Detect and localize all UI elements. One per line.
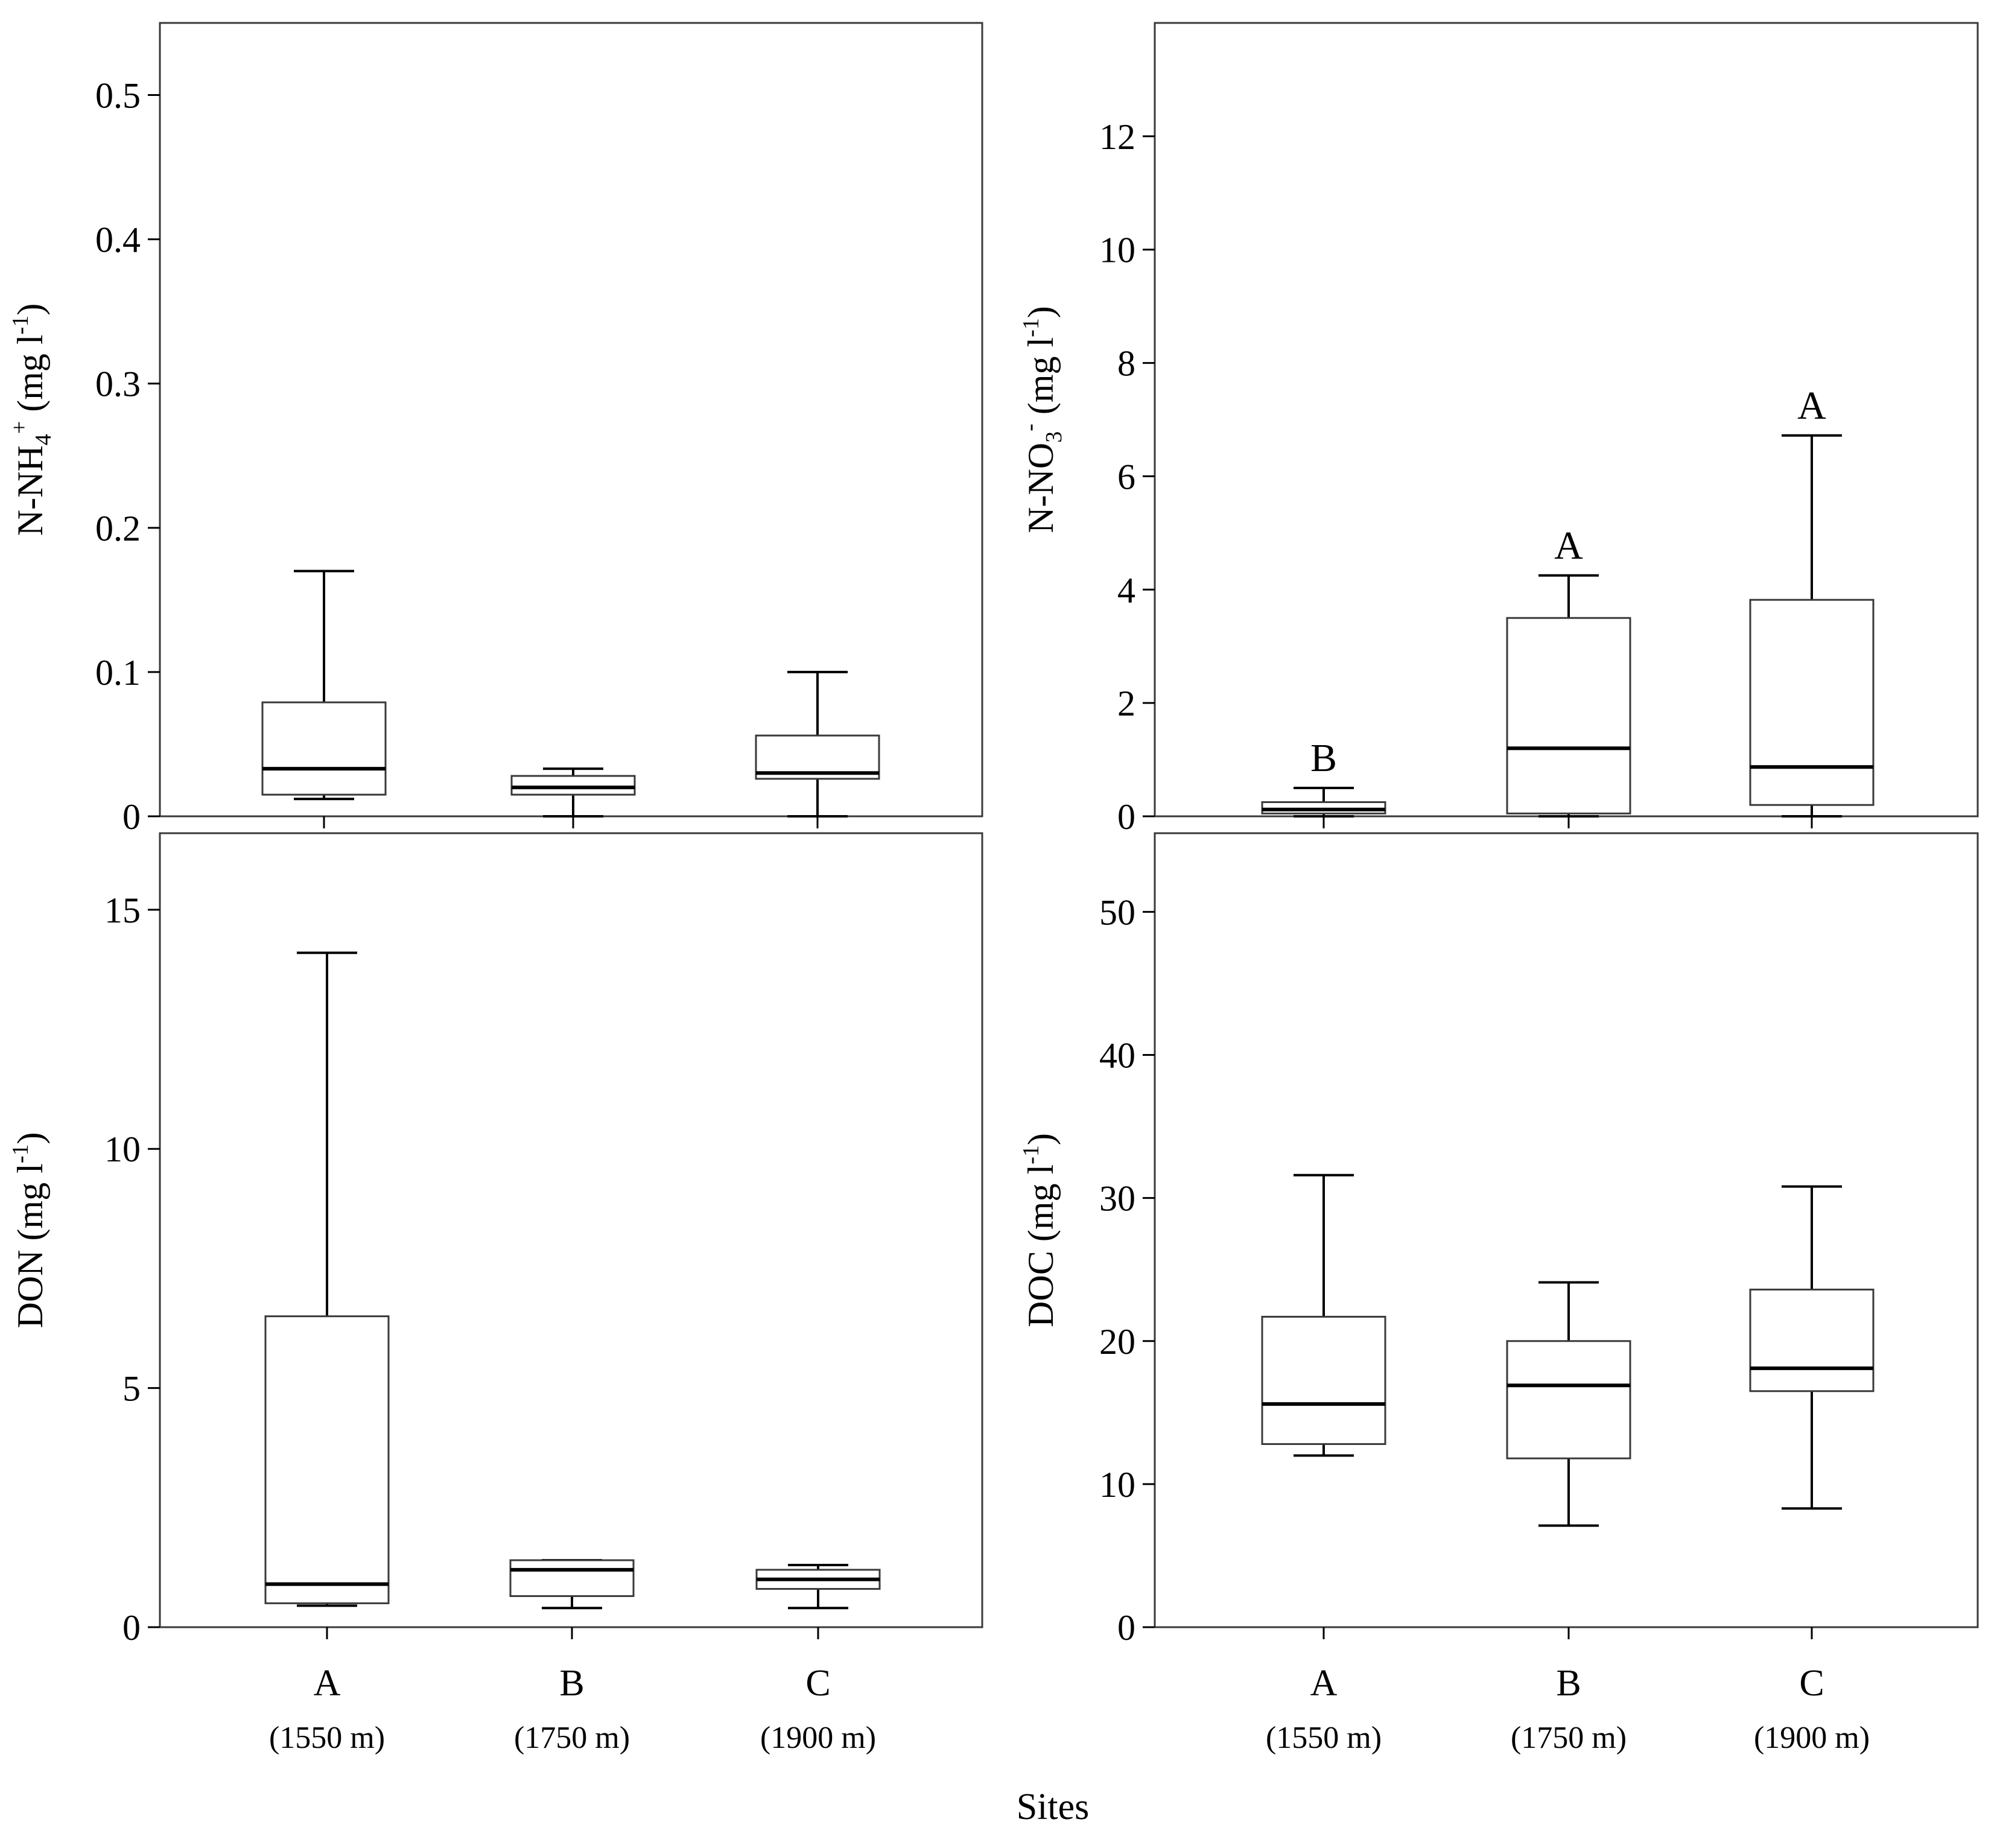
panel-doc: 0 10 20 30 40 50 DOC (mg l-1) A (1550 m) B (1750 m… bbox=[1018, 832, 1979, 1755]
y-tick-label: 0.2 bbox=[95, 509, 141, 548]
y-tick-label: 0.3 bbox=[95, 364, 141, 404]
box-don-A: A (1550 m) bbox=[264, 951, 390, 1755]
y-tick-label: 8 bbox=[1117, 344, 1135, 384]
x-axis-title-sites: Sites bbox=[1017, 1786, 1090, 1827]
box-doc-A: A (1550 m) bbox=[1261, 1173, 1386, 1755]
y-tick-label: 0.5 bbox=[95, 76, 141, 116]
y-tick-label: 40 bbox=[1099, 1036, 1135, 1076]
y-axis-label-doc: DOC (mg l-1) bbox=[1018, 1133, 1061, 1327]
y-tick-label: 12 bbox=[1099, 117, 1135, 157]
panel-nh4: 0 0.1 0.2 0.3 0.4 0.5 N-NH4+ (mg l-1) bbox=[7, 22, 983, 837]
y-tick-label: 0 bbox=[122, 797, 141, 837]
y-tick-label: 2 bbox=[1117, 684, 1135, 723]
box-no3-B: A bbox=[1506, 524, 1631, 828]
box-don-C: C (1900 m) bbox=[755, 1563, 881, 1755]
y-tick-label: 20 bbox=[1099, 1322, 1135, 1362]
significance-letter: A bbox=[1554, 524, 1583, 568]
panel-don: 0 5 10 15 DON (mg l-1) A (1550 m) B (1750 m) C (19… bbox=[8, 832, 983, 1755]
x-elevation-label: (1750 m) bbox=[514, 1721, 630, 1755]
x-group-label: B bbox=[559, 1663, 584, 1704]
box-iqr bbox=[261, 701, 387, 796]
y-tick-label: 0 bbox=[1117, 1608, 1135, 1648]
panel-no3: 0 2 4 6 8 10 12 N-NO3- (mg l-1) B A A bbox=[1017, 22, 1979, 837]
y-axis-label-no3: N-NO3- (mg l-1) bbox=[1017, 306, 1067, 533]
box-don-B: B (1750 m) bbox=[509, 1559, 635, 1755]
box-iqr bbox=[264, 1315, 390, 1604]
plot-frame bbox=[159, 22, 983, 818]
x-group-label: B bbox=[1556, 1663, 1581, 1704]
y-tick-label: 0 bbox=[1117, 797, 1135, 837]
x-group-label: A bbox=[1310, 1663, 1338, 1704]
y-tick-label: 5 bbox=[122, 1369, 141, 1409]
box-nh4-A bbox=[261, 570, 387, 828]
box-doc-C: C (1900 m) bbox=[1749, 1185, 1875, 1755]
x-elevation-label: (1900 m) bbox=[1754, 1721, 1870, 1755]
box-no3-A: B bbox=[1261, 736, 1386, 828]
box-iqr bbox=[1749, 1288, 1875, 1392]
x-group-label: A bbox=[314, 1663, 341, 1704]
x-group-label: C bbox=[805, 1663, 830, 1704]
y-tick-label: 4 bbox=[1117, 570, 1135, 610]
y-tick-label: 0.4 bbox=[95, 220, 141, 260]
box-nh4-C bbox=[755, 670, 880, 828]
box-iqr bbox=[509, 1559, 635, 1597]
box-iqr bbox=[1506, 1340, 1631, 1459]
y-axis-label-nh4: N-NH4+ (mg l-1) bbox=[7, 303, 56, 536]
y-tick-label: 30 bbox=[1099, 1179, 1135, 1219]
significance-letter: A bbox=[1797, 384, 1826, 428]
x-elevation-label: (1750 m) bbox=[1511, 1721, 1627, 1755]
x-elevation-label: (1900 m) bbox=[760, 1721, 876, 1755]
box-iqr bbox=[1506, 617, 1631, 814]
box-iqr bbox=[1261, 1315, 1386, 1445]
significance-letter: B bbox=[1310, 736, 1337, 780]
box-iqr bbox=[1749, 599, 1875, 806]
x-elevation-label: (1550 m) bbox=[1266, 1721, 1382, 1755]
box-doc-B: B (1750 m) bbox=[1506, 1281, 1631, 1755]
y-tick-label: 10 bbox=[104, 1129, 141, 1169]
box-iqr bbox=[510, 775, 636, 796]
box-no3-C: A bbox=[1749, 384, 1875, 828]
y-tick-label: 0.1 bbox=[95, 653, 141, 693]
box-nh4-B bbox=[510, 767, 636, 828]
x-group-label: C bbox=[1799, 1663, 1824, 1704]
y-axis-label-don: DON (mg l-1) bbox=[8, 1132, 50, 1329]
y-tick-label: 6 bbox=[1117, 457, 1135, 497]
y-tick-label: 0 bbox=[122, 1608, 141, 1648]
y-tick-label: 15 bbox=[104, 891, 141, 930]
y-tick-label: 10 bbox=[1099, 230, 1135, 270]
y-tick-label: 10 bbox=[1099, 1465, 1135, 1505]
plot-frame bbox=[1154, 832, 1979, 1628]
x-elevation-label: (1550 m) bbox=[269, 1721, 385, 1755]
y-tick-label: 50 bbox=[1099, 892, 1135, 932]
